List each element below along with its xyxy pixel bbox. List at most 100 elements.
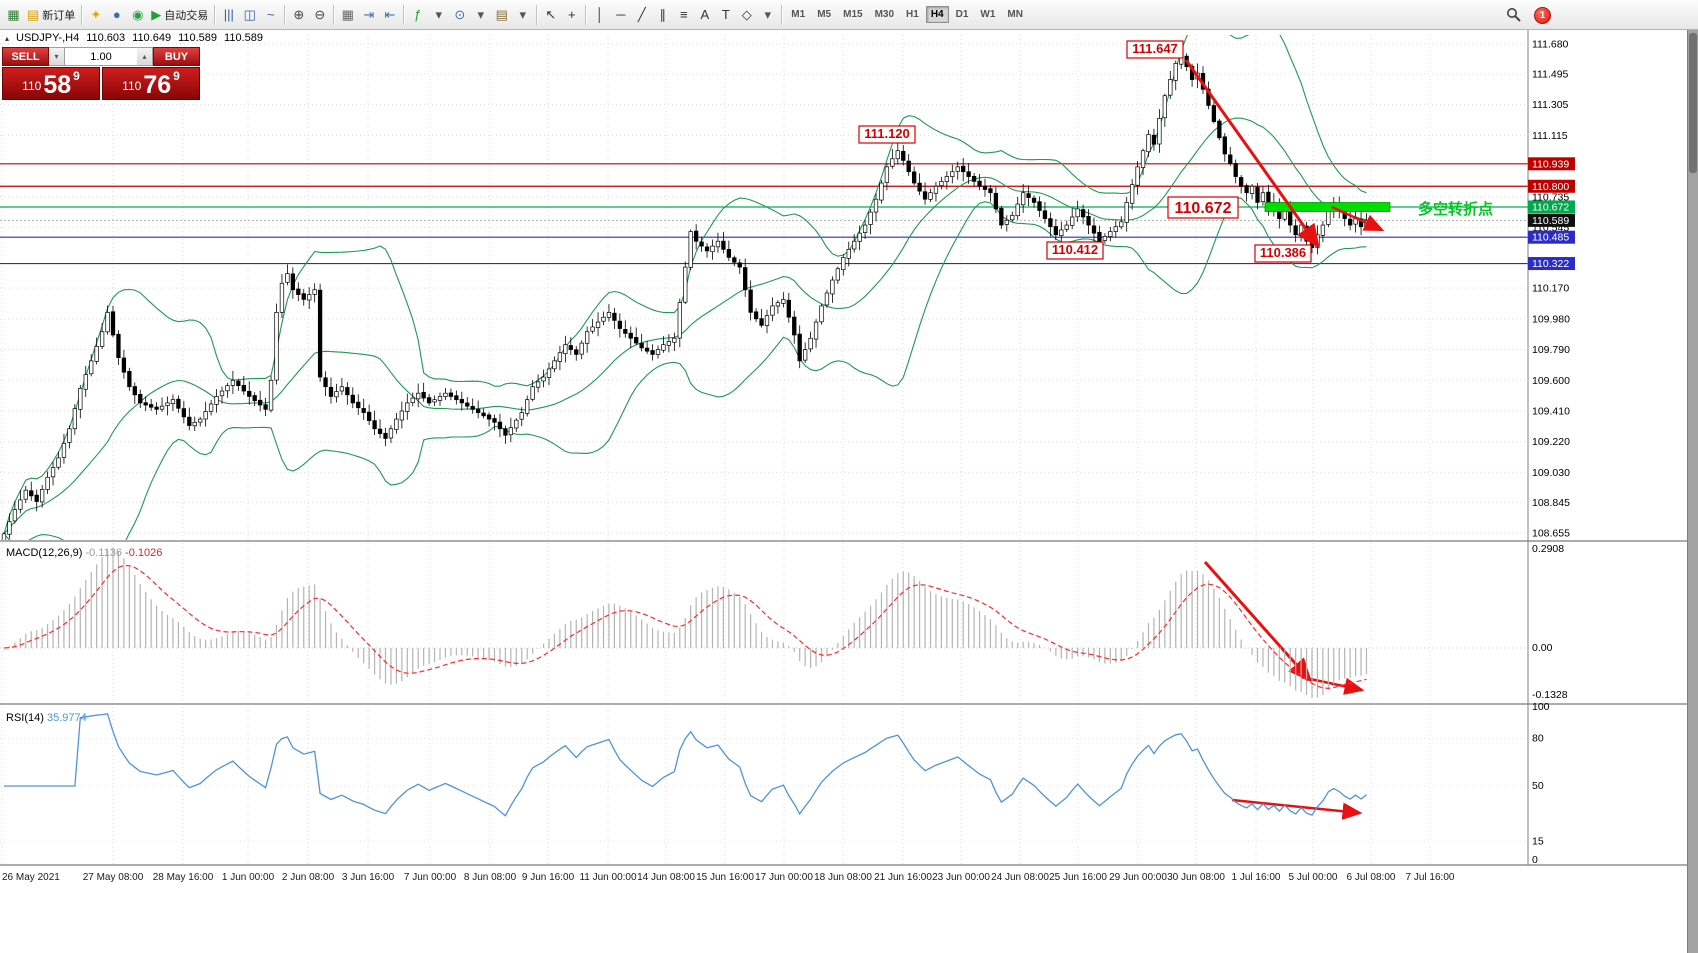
toolbar-separator: [781, 4, 783, 25]
label-icon[interactable]: T: [715, 4, 736, 26]
rsi-line: [4, 713, 1367, 817]
chart-area[interactable]: 111.680 111.495 111.305 111.115 110.735 110.5…: [0, 30, 1698, 953]
price-axis: 111.680 111.495 111.305 111.115 110.735 110.5…: [1528, 39, 1575, 866]
auto-trading-button-icon: ▶: [151, 7, 162, 22]
vertical-line-icon[interactable]: │: [589, 4, 610, 26]
indicators-dropdown[interactable]: ▾: [428, 4, 449, 26]
cursor-icon[interactable]: ↖: [540, 4, 561, 26]
text-icon[interactable]: A: [694, 4, 715, 26]
svg-text:108.655: 108.655: [1532, 528, 1570, 540]
svg-text:110.485: 110.485: [1532, 232, 1569, 244]
channel-icon[interactable]: ∥: [652, 4, 673, 26]
svg-text:109.030: 109.030: [1532, 467, 1570, 479]
svg-text:110.800: 110.800: [1532, 181, 1569, 193]
vertical-scrollbar[interactable]: [1687, 30, 1698, 953]
candles-layer: [1, 49, 1369, 540]
svg-text:109.220: 109.220: [1532, 436, 1570, 448]
periods-dropdown[interactable]: ▾: [470, 4, 491, 26]
timeframe-h1[interactable]: H1: [906, 9, 919, 20]
bar-chart-icon[interactable]: |||: [218, 4, 239, 26]
svg-text:25 Jun 16:00: 25 Jun 16:00: [1049, 872, 1107, 883]
svg-text:80: 80: [1532, 733, 1544, 745]
alerts-icon[interactable]: ✦: [85, 4, 106, 26]
trendline-icon[interactable]: ╱: [631, 4, 652, 26]
toolbar-button-strip: ▦ ▤ 新订单 ✦ ● ◉ ▶ 自动交易 ||| ◫ ~ ⊕ ⊖ ▦ ⇥ ⇤ ƒ ▾ ⊙ ▾ ▤ ▾ ↖ + │ ─ ╱ ∥ ≡ A T ◇ ▾…: [3, 0, 1029, 30]
templates-icon[interactable]: ▤: [491, 4, 512, 26]
timeframe-d1[interactable]: D1: [955, 9, 969, 20]
indicators-dropdown-icon: ▾: [435, 7, 443, 22]
svg-text:50: 50: [1532, 780, 1544, 792]
sell-dropdown[interactable]: ▾: [49, 47, 65, 66]
svg-text:109.980: 109.980: [1532, 313, 1570, 325]
price-callouts: 111.647 111.120 110.672 110.412 110.386: [858, 40, 1312, 263]
svg-text:110.386: 110.386: [1260, 245, 1306, 260]
buy-button[interactable]: BUY: [153, 47, 200, 66]
vertical-line-icon: │: [595, 7, 604, 22]
new-chart-icon: ▦: [7, 7, 20, 22]
auto-scroll-icon[interactable]: ⇥: [358, 4, 379, 26]
svg-text:111.120: 111.120: [864, 126, 910, 141]
market-watch-icon[interactable]: ●: [106, 4, 127, 26]
svg-text:15: 15: [1532, 835, 1544, 847]
svg-text:29 Jun 00:00: 29 Jun 00:00: [1109, 872, 1167, 883]
time-axis: 26 May 2021 27 May 08:00 28 May 16:00 1 Jun…: [2, 872, 1455, 883]
sell-price-integer: 110: [22, 79, 42, 93]
new-order-button-label: 新订单: [42, 9, 76, 22]
timeframe-m15[interactable]: M15: [843, 9, 863, 20]
sell-price-button[interactable]: 110 58 9: [2, 67, 100, 100]
fibonacci-icon[interactable]: ≡: [673, 4, 694, 26]
timeframe-m5[interactable]: M5: [817, 9, 832, 20]
search-icon[interactable]: [1506, 7, 1522, 23]
buy-price-button[interactable]: 110 76 9: [102, 67, 200, 100]
svg-text:0.00: 0.00: [1532, 642, 1553, 654]
periods-icon[interactable]: ⊙: [449, 4, 470, 26]
svg-text:28 May 16:00: 28 May 16:00: [153, 872, 214, 883]
toolbar-separator: [214, 4, 216, 25]
horizontal-line-icon[interactable]: ─: [610, 4, 631, 26]
templates-dropdown[interactable]: ▾: [512, 4, 533, 26]
turning-point-annotation: 多空转折点: [1418, 200, 1493, 218]
notification-badge[interactable]: 1: [1534, 6, 1551, 24]
timeframe-m1[interactable]: M1: [791, 9, 806, 20]
auto-trading-button[interactable]: ▶ 自动交易: [148, 4, 211, 26]
indicators-icon[interactable]: ƒ: [407, 4, 428, 26]
timeframe-w1[interactable]: W1: [980, 9, 996, 20]
zoom-out-icon[interactable]: ⊖: [309, 4, 330, 26]
tile-windows-icon[interactable]: ▦: [337, 4, 358, 26]
new-chart-icon[interactable]: ▦: [3, 4, 24, 26]
macd-signal-line: [3, 564, 1367, 690]
toolbar-right-group: 1: [1506, 0, 1551, 30]
scrollbar-thumb[interactable]: [1689, 33, 1697, 173]
timeframe-m30[interactable]: M30: [874, 9, 895, 20]
timeframe-h4[interactable]: H4: [925, 6, 949, 23]
navigator-icon[interactable]: ◉: [127, 4, 148, 26]
svg-text:110.672: 110.672: [1175, 200, 1232, 217]
cursor-icon: ↖: [545, 7, 557, 22]
chart-shift-icon: ⇤: [384, 7, 396, 22]
sell-button[interactable]: SELL: [2, 47, 49, 66]
line-chart-icon[interactable]: ~: [260, 4, 281, 26]
candlestick-chart-icon[interactable]: ◫: [239, 4, 260, 26]
toolbar-separator: [333, 4, 335, 25]
svg-text:8 Jun 08:00: 8 Jun 08:00: [464, 872, 517, 883]
zoom-in-icon[interactable]: ⊕: [288, 4, 309, 26]
new-order-button[interactable]: ▤ 新订单: [24, 4, 78, 26]
timeframe-mn[interactable]: MN: [1007, 9, 1023, 20]
line-chart-icon: ~: [267, 7, 275, 22]
auto-trading-button-label: 自动交易: [164, 9, 209, 22]
objects-dropdown[interactable]: ▾: [757, 4, 778, 26]
volume-input[interactable]: 1.00: [65, 47, 137, 66]
fibonacci-icon: ≡: [680, 7, 688, 22]
green-zone-highlight: [1264, 202, 1391, 212]
channel-icon: ∥: [659, 7, 667, 22]
volume-stepper[interactable]: ▴: [137, 47, 153, 66]
svg-text:111.680: 111.680: [1532, 39, 1569, 51]
shapes-icon[interactable]: ◇: [736, 4, 757, 26]
periods-icon: ⊙: [454, 7, 466, 22]
crosshair-icon[interactable]: +: [561, 4, 582, 26]
svg-text:30 Jun 08:00: 30 Jun 08:00: [1167, 872, 1225, 883]
periods-dropdown-icon: ▾: [477, 7, 485, 22]
svg-text:110.170: 110.170: [1532, 283, 1569, 295]
chart-shift-icon[interactable]: ⇤: [379, 4, 400, 26]
chart-canvas[interactable]: 111.680 111.495 111.305 111.115 110.735 110.5…: [0, 30, 1698, 953]
